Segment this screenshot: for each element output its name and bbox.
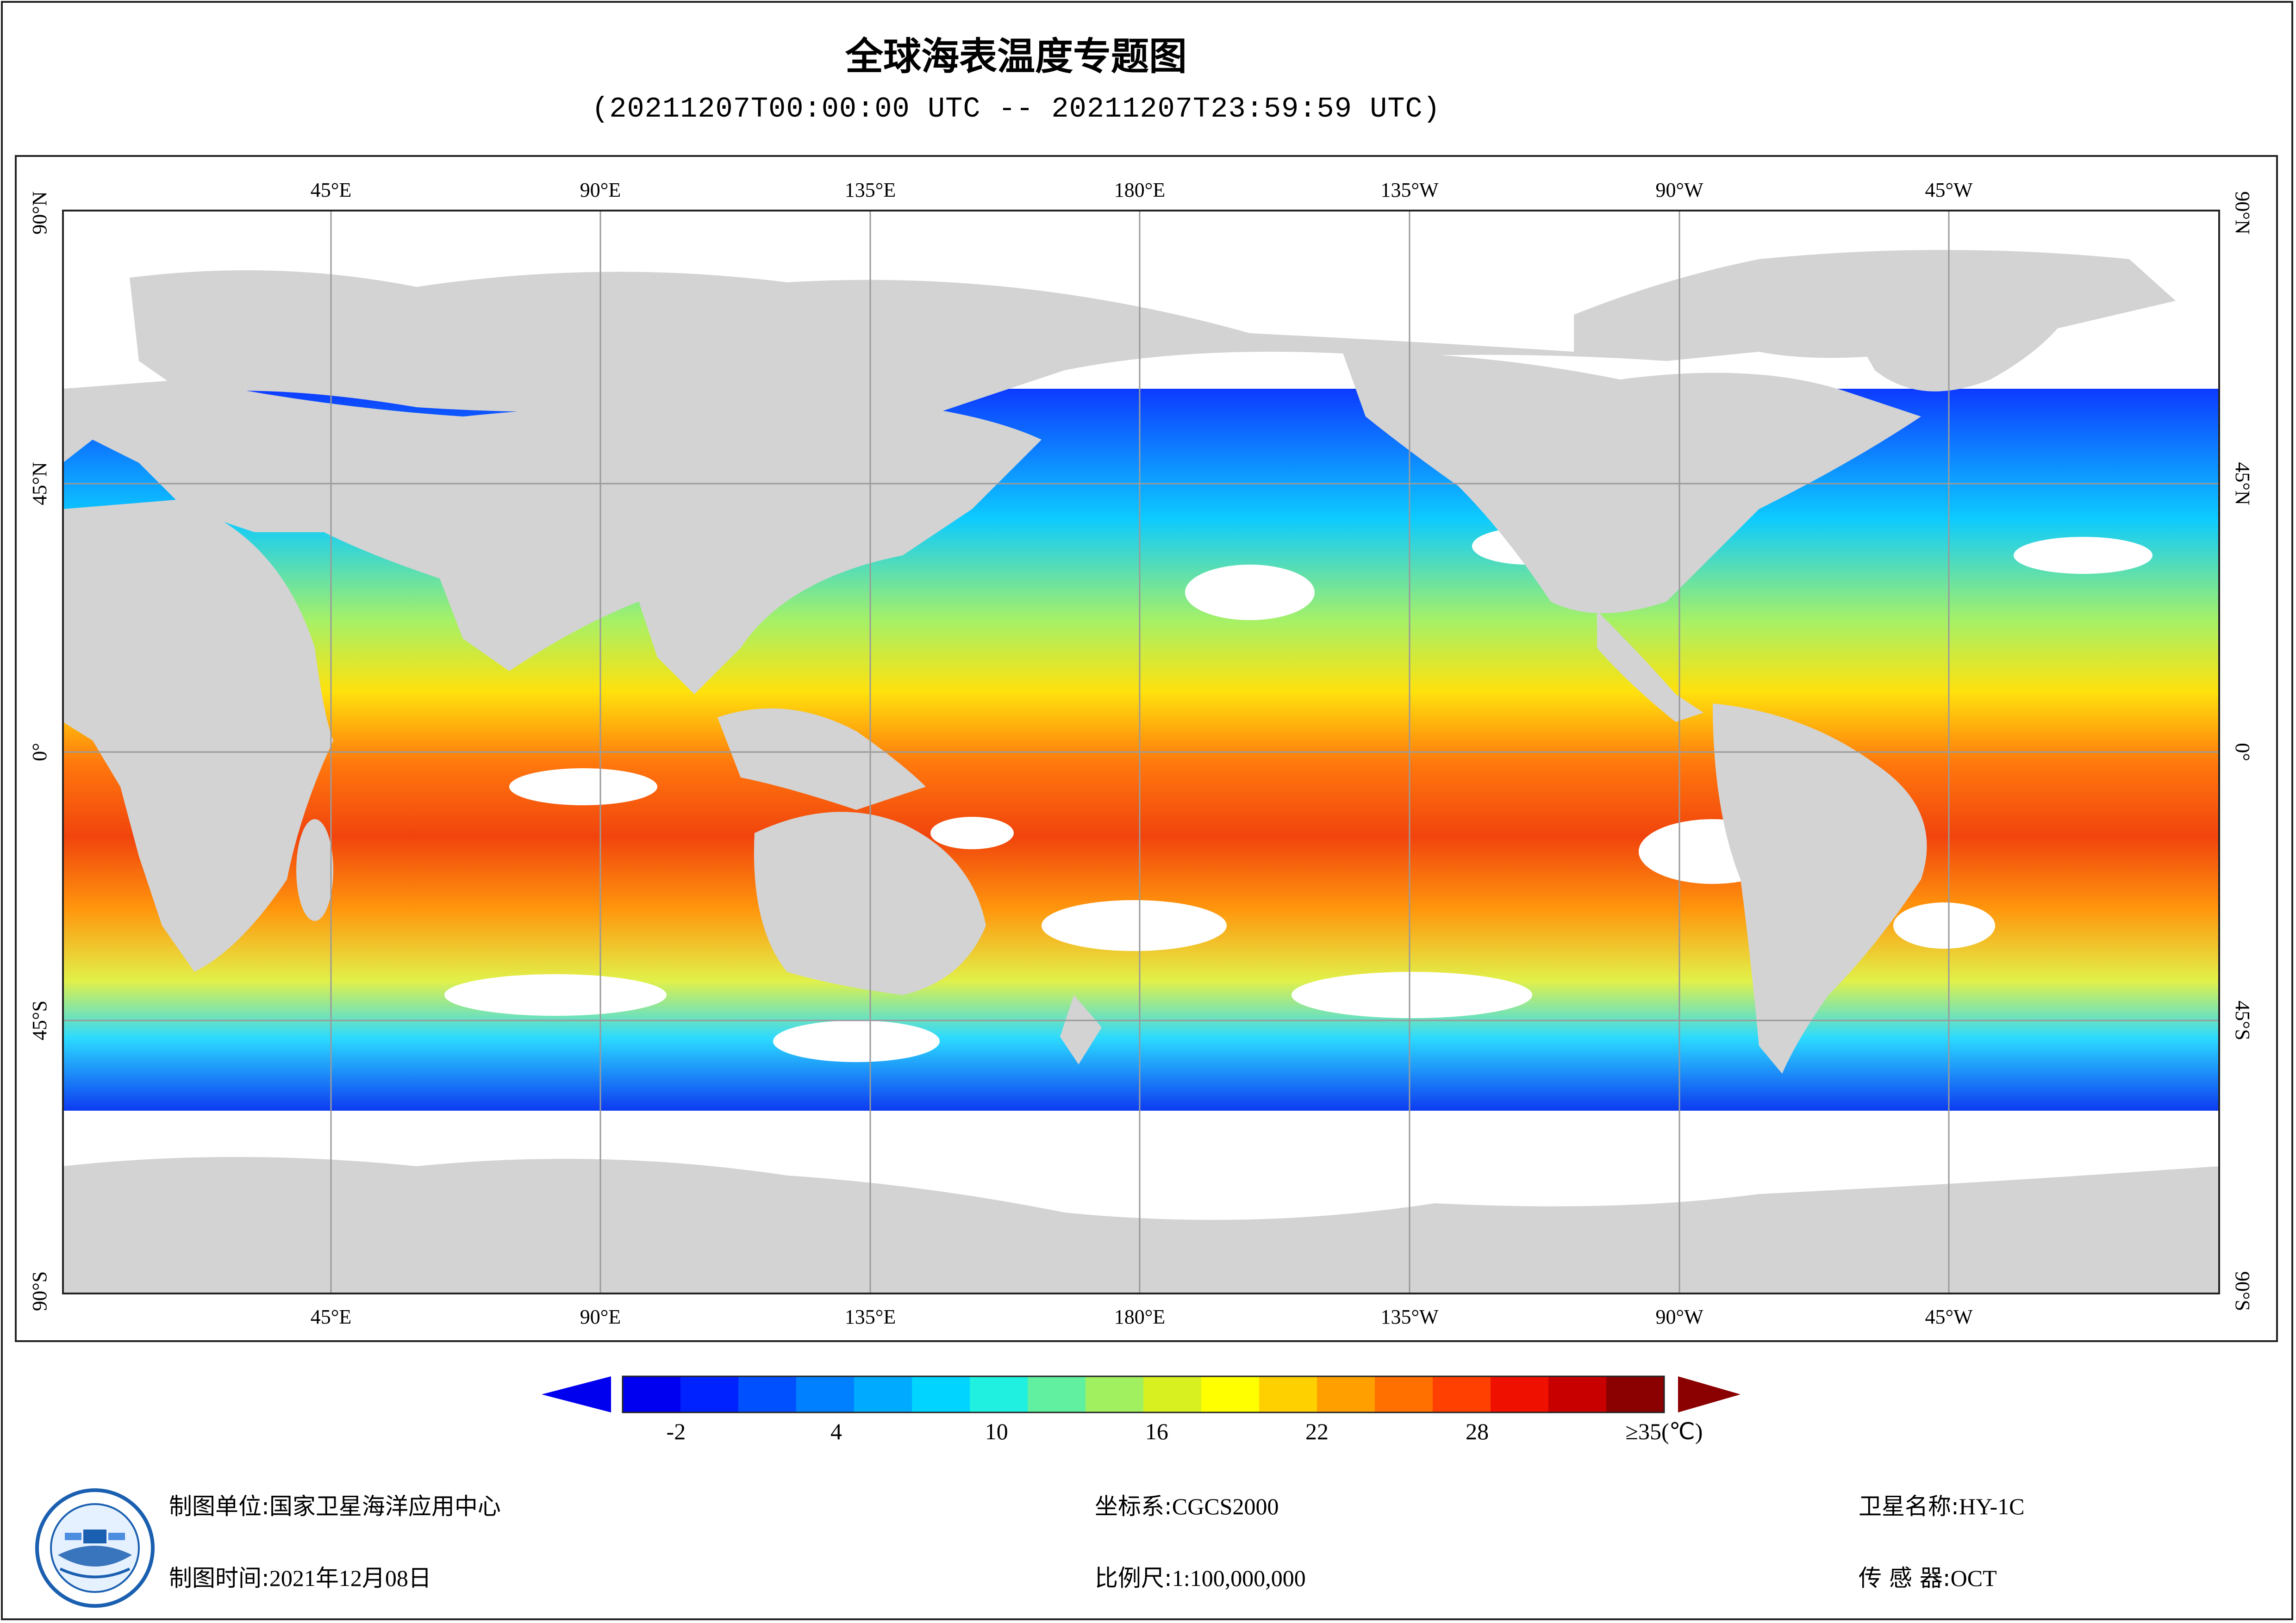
map-date-value: 2021年12月08日 xyxy=(269,1565,431,1591)
top-lon-label: 90°W xyxy=(1655,179,1703,201)
top-lon-label: 45°E xyxy=(311,179,351,201)
colorbar-cell xyxy=(1433,1376,1491,1412)
left-lat-label: 90°S xyxy=(28,1271,51,1311)
bottom-lon-label: 135°W xyxy=(1380,1306,1439,1328)
colorbar-cell xyxy=(1606,1376,1665,1412)
nsoas-logo xyxy=(35,1488,155,1608)
map-title: 全球海表温度专题图 xyxy=(845,35,1187,79)
colorbar-cell xyxy=(1375,1376,1433,1412)
right-lat-label: 90°N xyxy=(2231,191,2254,234)
land-eurasia xyxy=(63,379,1042,694)
land-north-america xyxy=(1342,352,1921,613)
sst-map xyxy=(62,210,2220,1294)
map-unit: 制图单位:国家卫星海洋应用中心 xyxy=(169,1488,501,1521)
top-lon-label: 135°E xyxy=(845,179,896,201)
top-lon-label: 135°W xyxy=(1380,179,1439,201)
colorbar-cell xyxy=(1548,1376,1607,1412)
colorbar-cell xyxy=(1086,1376,1144,1412)
bottom-lon-label: 45°W xyxy=(1925,1306,1973,1328)
colorbar-tick-label: 16 xyxy=(1145,1418,1168,1444)
colorbar-under-arrow xyxy=(542,1394,611,1412)
land-africa xyxy=(63,500,333,972)
bottom-lon-label: 90°E xyxy=(580,1306,621,1328)
bottom-longitude-labels: 45°E 90°E 135°E 180°E 135°W 90°W 45°W xyxy=(311,1306,1973,1328)
land-maritime-asia xyxy=(718,708,926,810)
colorbar-cell xyxy=(912,1376,970,1412)
satellite-name: 卫星名称:HY-1C xyxy=(1859,1488,2025,1521)
left-lat-label: 45°S xyxy=(28,1001,51,1040)
bottom-lon-label: 90°W xyxy=(1655,1306,1703,1328)
sensor-value: OCT xyxy=(1950,1565,1997,1591)
colorbar-cell xyxy=(738,1376,797,1412)
colorbar-under-arrow-bottom xyxy=(542,1376,611,1394)
left-lat-label: 0° xyxy=(28,743,51,761)
colorbar-over-arrow xyxy=(1678,1376,1741,1412)
left-latitude-labels: 90°N 45°N 0° 45°S 90°S xyxy=(28,191,51,1311)
colorbar-cell xyxy=(1259,1376,1317,1412)
colorbar-cell xyxy=(680,1376,739,1412)
colorbar-cell xyxy=(854,1376,912,1412)
land-arctic-north xyxy=(130,250,2176,417)
bottom-lon-label: 135°E xyxy=(845,1306,896,1328)
graticule xyxy=(63,211,2219,1293)
right-lat-label: 90°S xyxy=(2231,1271,2254,1311)
top-longitude-labels: 45°E 90°E 135°E 180°E 135°W 90°W 45°W xyxy=(311,179,1973,201)
colorbar-cell xyxy=(1491,1376,1549,1412)
land-central-america xyxy=(1597,611,1703,722)
colorbar-cell xyxy=(1143,1376,1202,1412)
right-lat-label: 45°S xyxy=(2231,1001,2254,1040)
map-date: 制图时间:2021年12月08日 xyxy=(169,1560,431,1593)
bottom-lon-label: 180°E xyxy=(1114,1306,1165,1328)
map-date-label: 制图时间: xyxy=(169,1565,269,1592)
map-subtitle: (20211207T00:00:00 UTC -- 20211207T23:59… xyxy=(592,93,1441,125)
colorbar-tick-label: 4 xyxy=(830,1418,842,1444)
map-unit-label: 制图单位: xyxy=(169,1493,269,1520)
sensor-label: 传 感 器: xyxy=(1859,1565,1951,1592)
right-lat-label: 0° xyxy=(2231,743,2254,761)
right-lat-label: 45°N xyxy=(2231,462,2254,505)
map-frame xyxy=(15,155,2278,1342)
left-lat-label: 45°N xyxy=(28,462,51,505)
colorbar-cell xyxy=(970,1376,1028,1412)
satellite-label: 卫星名称: xyxy=(1859,1493,1959,1520)
map-inner-border xyxy=(62,210,2220,1294)
colorbar-cell xyxy=(1317,1376,1375,1412)
land-madagascar xyxy=(296,819,333,921)
land-new-zealand xyxy=(1060,995,1102,1064)
colorbar-tick-label: 28 xyxy=(1466,1418,1489,1444)
top-lon-label: 180°E xyxy=(1114,179,1165,201)
bottom-lon-label: 45°E xyxy=(311,1306,351,1328)
crs-value: CGCS2000 xyxy=(1172,1493,1279,1519)
scale-value: 1:100,000,000 xyxy=(1172,1565,1306,1591)
top-lon-label: 45°W xyxy=(1925,179,1973,201)
colorbar-tick-label: ≥35(℃) xyxy=(1626,1418,1703,1444)
colorbar-cell xyxy=(623,1376,681,1412)
land-south-america xyxy=(1713,703,1927,1074)
colorbar-cell xyxy=(1201,1376,1260,1412)
colorbar-ticks: -2 4 10 16 22 28 ≥35(℃) xyxy=(667,1418,1703,1444)
colorbar-tick-label: 10 xyxy=(985,1418,1008,1444)
satellite-value: HY-1C xyxy=(1959,1493,2025,1519)
land-greenland xyxy=(1828,270,2083,392)
colorbar-outline xyxy=(622,1375,1665,1413)
top-lon-label: 90°E xyxy=(580,179,621,201)
map-scale: 比例尺:1:100,000,000 xyxy=(1095,1560,1306,1593)
colorbar-legend: -2 4 10 16 22 28 ≥35(℃) xyxy=(542,1375,1741,1444)
colorbar-tick-label: 22 xyxy=(1305,1418,1329,1444)
right-latitude-labels: 90°N 45°N 0° 45°S 90°S xyxy=(2231,191,2254,1311)
crs-label: 坐标系: xyxy=(1095,1493,1172,1520)
colorbar-tick-label: -2 xyxy=(667,1418,686,1444)
left-lat-label: 90°N xyxy=(28,191,51,234)
sensor-name: 传 感 器:OCT xyxy=(1859,1560,1997,1593)
coordinate-system: 坐标系:CGCS2000 xyxy=(1095,1488,1279,1521)
map-unit-value: 国家卫星海洋应用中心 xyxy=(269,1493,501,1520)
colorbar-cell xyxy=(796,1376,855,1412)
colorbar-cells xyxy=(623,1376,1665,1412)
scale-label: 比例尺: xyxy=(1095,1565,1172,1592)
colorbar-cell xyxy=(1028,1376,1086,1412)
